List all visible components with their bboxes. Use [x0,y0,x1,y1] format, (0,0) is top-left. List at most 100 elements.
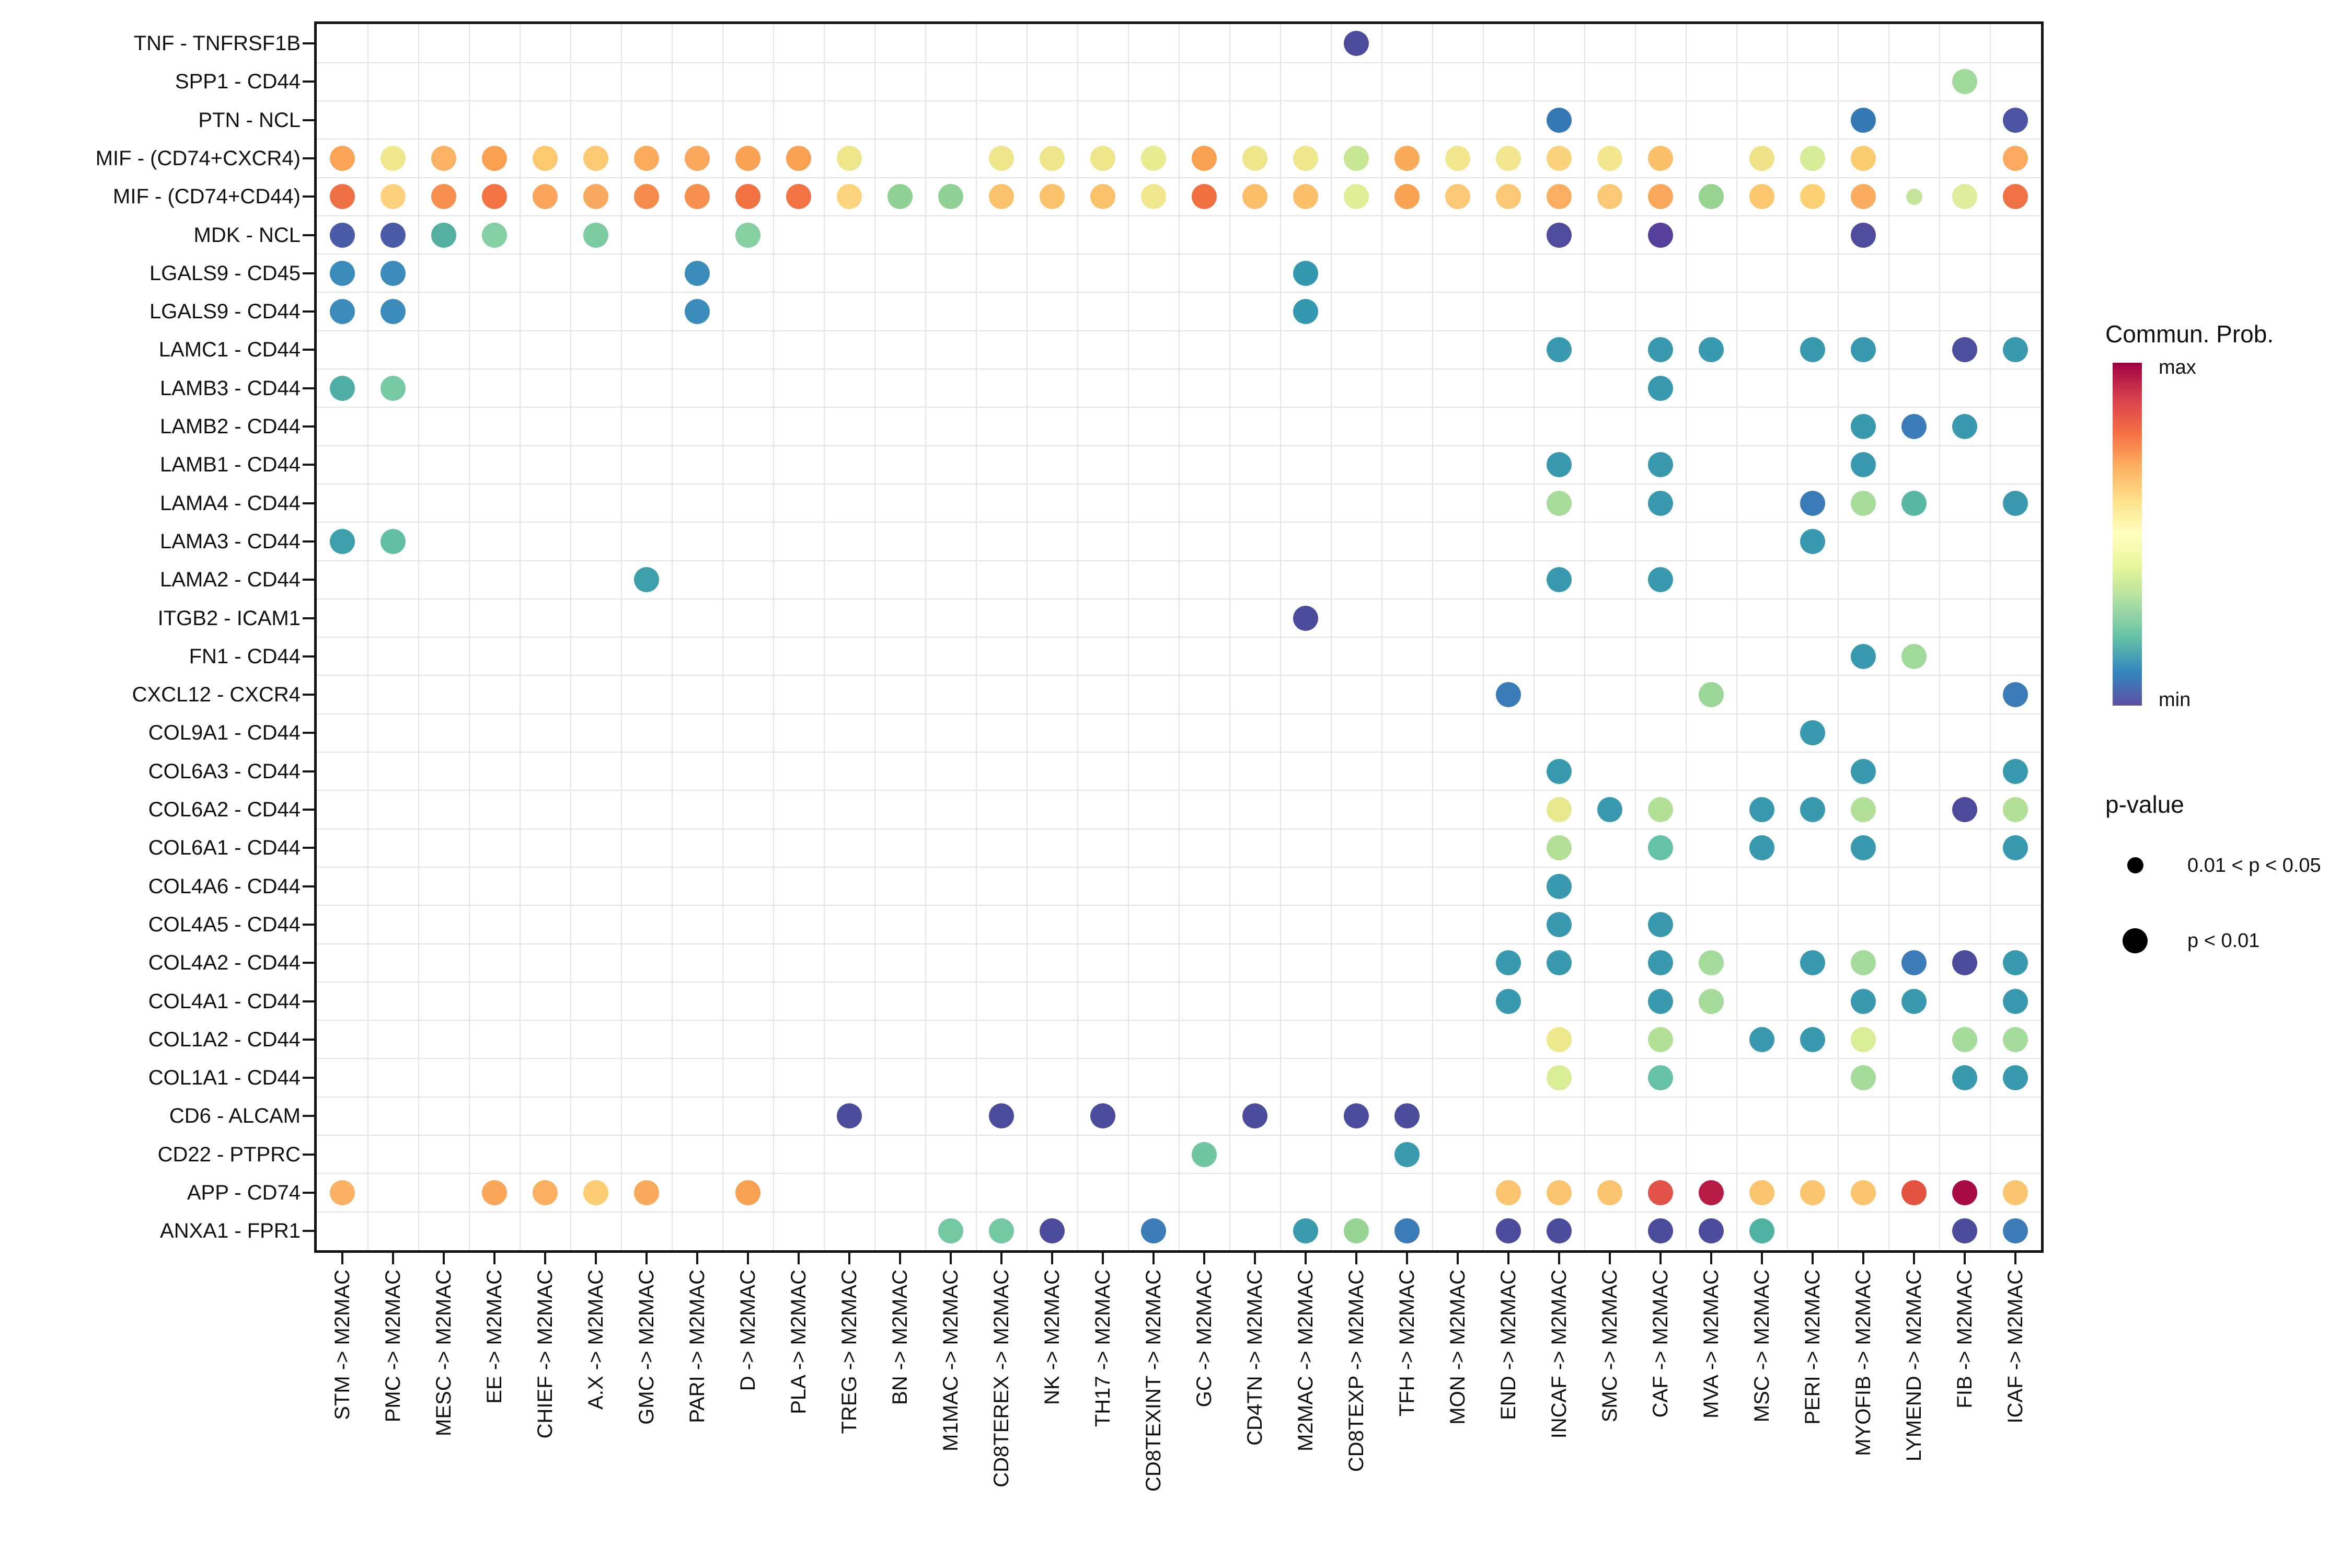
gridline-horizontal [317,637,2041,638]
data-dot [1851,1180,1876,1205]
data-dot [1040,184,1065,210]
y-axis-tick [303,1230,314,1232]
y-axis-label: ITGB2 - ICAM1 [157,606,301,630]
data-dot [735,1180,760,1205]
data-dot [1699,682,1724,708]
y-axis-tick [303,732,314,734]
colorbar-min-label: min [2159,689,2191,711]
data-dot [583,145,608,171]
data-dot [1952,1180,1977,1205]
data-dot [1901,490,1927,516]
gridline-horizontal [317,330,2041,331]
colorbar-gradient [2113,363,2142,706]
y-axis-tick [303,579,314,581]
data-dot [1749,1027,1774,1052]
data-dot [1851,490,1876,516]
data-dot [887,184,913,210]
y-axis-label: LAMA4 - CD44 [160,491,301,515]
y-axis-tick [303,425,314,428]
y-axis-tick [303,1153,314,1156]
data-dot [1800,528,1825,554]
y-axis-tick [303,885,314,887]
gridline-horizontal [317,1173,2041,1174]
data-dot [1648,1065,1673,1091]
gridline-horizontal [317,1020,2041,1021]
data-dot [1699,950,1724,976]
data-dot [1293,1218,1318,1244]
x-axis-label: A.X -> M2MAC [584,1270,607,1410]
x-axis-tick [544,1253,546,1264]
data-dot [1749,835,1774,861]
data-dot [1800,184,1825,210]
gridline-horizontal [317,445,2041,446]
data-dot [2003,337,2028,363]
data-dot [837,184,862,210]
data-dot [1445,184,1470,210]
data-dot [583,222,608,248]
y-axis-label: COL6A3 - CD44 [148,759,301,783]
data-dot [989,1103,1014,1129]
y-axis-tick [303,272,314,274]
y-axis-label: COL1A1 - CD44 [148,1066,301,1090]
data-dot [1394,1218,1420,1244]
data-dot [1192,184,1217,210]
data-dot [381,222,406,248]
data-dot [938,184,963,210]
data-dot [1547,1065,1572,1091]
y-axis-label: COL6A2 - CD44 [148,798,301,821]
data-dot [1901,1180,1927,1205]
data-dot [1648,1180,1673,1205]
x-axis-label: M1MAC -> M2MAC [939,1270,962,1451]
data-dot [2003,950,2028,976]
data-dot [1749,797,1774,822]
x-axis-tick [1000,1253,1002,1264]
data-dot [1648,184,1673,210]
data-dot [1597,1180,1622,1205]
data-dot [482,1180,507,1205]
y-axis-tick [303,617,314,619]
y-axis-tick [303,1077,314,1079]
y-axis-tick [303,502,314,504]
gridline-horizontal [317,560,2041,561]
y-axis-label: COL4A6 - CD44 [148,874,301,898]
x-axis-label: PLA -> M2MAC [787,1270,810,1414]
data-dot [1394,184,1420,210]
data-dot [989,184,1014,210]
data-dot [2003,107,2028,133]
data-dot [1800,145,1825,171]
gridline-horizontal [317,292,2041,293]
gridline-horizontal [317,1058,2041,1059]
x-axis-tick [1102,1253,1104,1264]
y-axis-label: CD22 - PTPRC [157,1143,301,1166]
x-axis-tick [798,1253,800,1264]
data-dot [1851,414,1876,439]
y-axis-label: MIF - (CD74+CXCR4) [95,146,301,170]
data-dot [381,528,406,554]
data-dot [1496,1218,1521,1244]
x-axis-label: TFH -> M2MAC [1396,1270,1419,1417]
data-dot [2003,988,2028,1014]
data-dot [1242,145,1267,171]
data-dot [330,375,355,401]
x-axis-label: CHIEF -> M2MAC [534,1270,557,1439]
x-axis-tick [1254,1253,1256,1264]
data-dot [1851,835,1876,861]
y-axis-label: LAMA2 - CD44 [160,568,301,592]
data-dot [1547,337,1572,363]
x-axis-tick [1457,1253,1459,1264]
data-dot [1394,1142,1420,1167]
data-dot [1547,873,1572,899]
data-dot [1648,988,1673,1014]
y-axis-tick [303,310,314,313]
gridline-horizontal [317,253,2041,255]
data-dot [1648,567,1673,593]
x-axis-tick [392,1253,394,1264]
y-axis-tick [303,1038,314,1041]
data-dot [1648,222,1673,248]
data-dot [1547,222,1572,248]
data-dot [381,375,406,401]
data-dot [1952,950,1977,976]
plot-area [314,21,2044,1253]
data-dot [1749,184,1774,210]
data-dot [1141,145,1166,171]
